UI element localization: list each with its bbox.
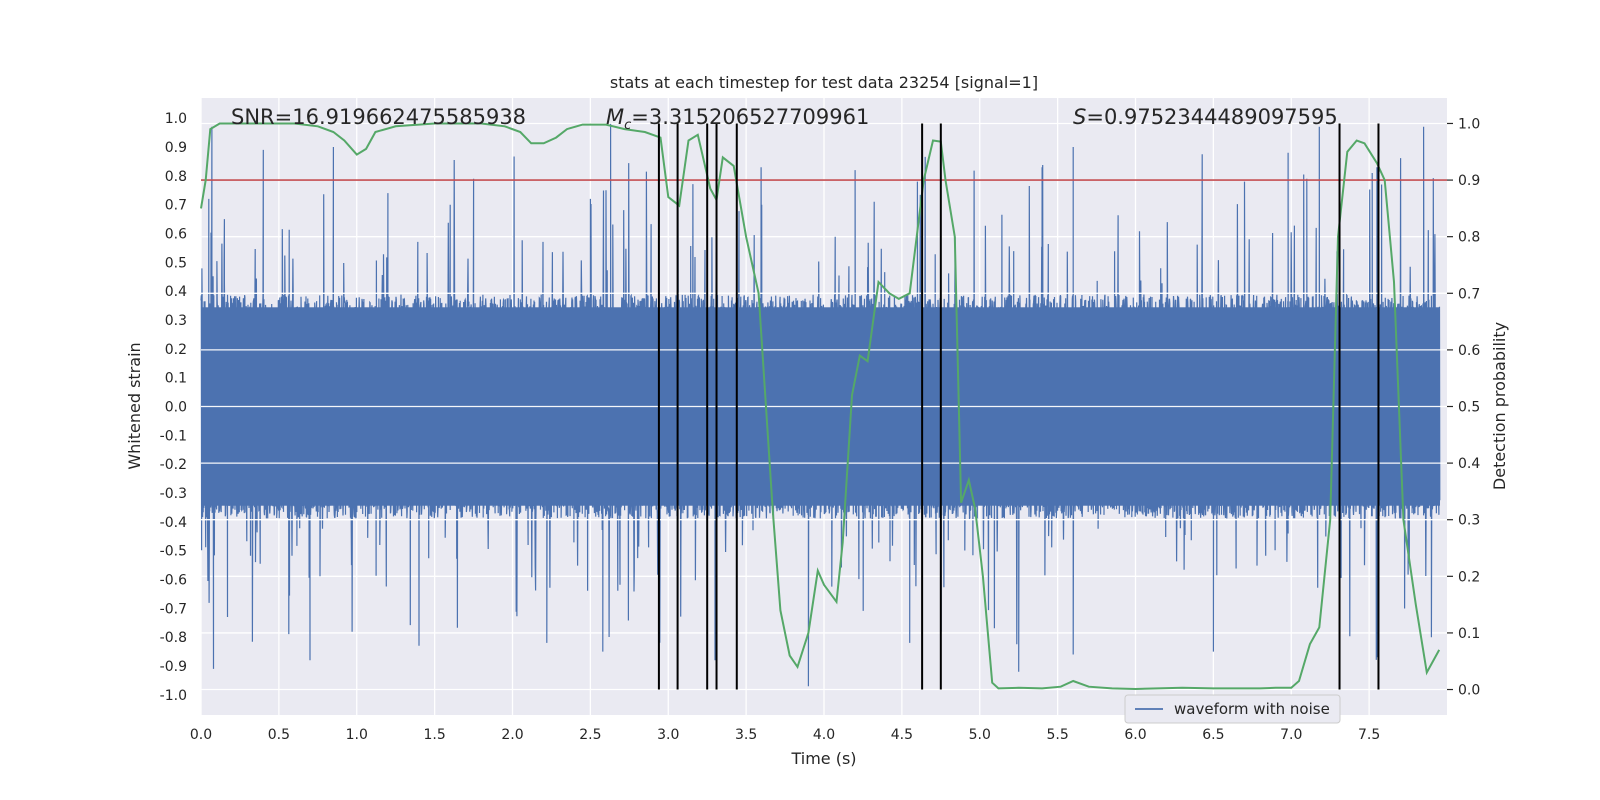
score-value: =0.9752344489097595 xyxy=(1086,105,1337,129)
left-tick-label: -0.8 xyxy=(160,630,187,646)
left-tick-label: -0.4 xyxy=(160,515,187,531)
left-tick-label: -0.6 xyxy=(160,572,187,588)
snr-annotation: SNR=16.919662475585938 xyxy=(231,105,526,129)
x-tick-label: 1.0 xyxy=(346,727,368,743)
probability-line xyxy=(200,122,1441,691)
left-tick-label: -1.0 xyxy=(160,688,187,704)
x-tick-label: 3.5 xyxy=(735,727,757,743)
x-axis-ticks: 0.0 0.5 1.0 1.5 2.0 2.5 3.0 3.5 4.0 4.5 5.0 5.5 6.0 6… xyxy=(190,727,1380,743)
left-tick-label: 0.3 xyxy=(165,313,187,329)
left-tick-label: 0.6 xyxy=(165,227,187,243)
legend-box xyxy=(1124,694,1341,724)
left-tick-label: 0.8 xyxy=(165,169,187,185)
right-tick-label: 0.9 xyxy=(1458,173,1480,189)
chirp-mass-value: =3.315206527709961 xyxy=(631,105,869,129)
left-axis-label: Whitened strain xyxy=(125,342,144,469)
x-tick-label: 0.5 xyxy=(268,727,290,743)
x-tick-label: 7.5 xyxy=(1358,727,1380,743)
right-tick-label: 0.8 xyxy=(1458,230,1480,246)
left-tick-label: -0.7 xyxy=(160,601,187,617)
x-tick-label: 3.0 xyxy=(657,727,679,743)
detection-markers xyxy=(657,123,1380,690)
x-tick-label: 2.0 xyxy=(501,727,523,743)
left-tick-label: -0.5 xyxy=(160,544,187,560)
right-tick-label: 0.4 xyxy=(1458,456,1480,472)
right-tick-label: 0.2 xyxy=(1458,569,1480,585)
score-annotation: S=0.9752344489097595 xyxy=(1073,105,1338,129)
left-tick-label: -0.2 xyxy=(160,457,187,473)
left-tick-label: -0.3 xyxy=(160,486,187,502)
left-tick-label: 0.7 xyxy=(165,198,187,214)
chart-title: stats at each timestep for test data 232… xyxy=(610,73,1038,92)
left-tick-label: 0.9 xyxy=(165,140,187,156)
right-tick-label: 1.0 xyxy=(1458,116,1480,132)
x-tick-label: 4.0 xyxy=(813,727,835,743)
chirp-mass-symbol: M xyxy=(606,105,624,129)
right-tick-label: 0.5 xyxy=(1458,400,1480,416)
x-tick-label: 4.5 xyxy=(891,727,913,743)
left-axis-ticks: 1.0 0.9 0.8 0.7 0.6 0.5 0.4 0.3 0.2 0.1 0.0 -0.1 -0.… xyxy=(160,111,187,704)
left-tick-label: 0.5 xyxy=(165,255,187,271)
right-axis-ticks: 1.0 0.9 0.8 0.7 0.6 0.5 0.4 0.3 0.2 0.1 0.0 xyxy=(1447,116,1480,699)
x-tick-label: 6.0 xyxy=(1124,727,1146,743)
left-tick-label: -0.1 xyxy=(160,428,187,444)
chirp-mass-subscript: c xyxy=(624,118,631,133)
left-tick-label: 0.2 xyxy=(165,342,187,358)
right-tick-label: 0.1 xyxy=(1458,626,1480,642)
x-tick-label: 1.5 xyxy=(423,727,445,743)
left-tick-label: 0.0 xyxy=(165,400,187,416)
right-tick-label: 0.6 xyxy=(1458,343,1480,359)
right-tick-label: 0.3 xyxy=(1458,513,1480,529)
left-tick-label: 1.0 xyxy=(165,111,187,127)
x-tick-label: 2.5 xyxy=(579,727,601,743)
x-tick-label: 5.5 xyxy=(1046,727,1068,743)
left-tick-label: 0.4 xyxy=(165,284,187,300)
legend-label: waveform with noise xyxy=(1174,700,1330,718)
left-tick-label: 0.1 xyxy=(165,371,187,387)
right-tick-label: 0.0 xyxy=(1458,683,1480,699)
left-tick-label: -0.9 xyxy=(160,659,187,675)
x-axis-label: Time (s) xyxy=(790,749,856,768)
right-axis-label: Detection probability xyxy=(1490,322,1509,490)
score-symbol: S xyxy=(1073,105,1086,129)
waveform-series xyxy=(200,123,1447,687)
x-tick-label: 5.0 xyxy=(969,727,991,743)
right-tick-label: 0.7 xyxy=(1458,286,1480,302)
probability-series xyxy=(200,122,1441,691)
x-tick-label: 0.0 xyxy=(190,727,212,743)
legend: waveform with noise xyxy=(1124,694,1341,724)
chirp-mass-annotation: Mc=3.315206527709961 xyxy=(606,105,869,133)
x-tick-label: 7.0 xyxy=(1280,727,1302,743)
x-tick-label: 6.5 xyxy=(1202,727,1224,743)
